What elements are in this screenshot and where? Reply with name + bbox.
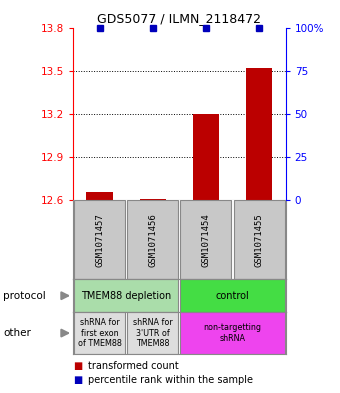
Bar bbox=[193, 114, 219, 200]
Bar bbox=[234, 200, 285, 279]
Text: transformed count: transformed count bbox=[88, 361, 179, 371]
Text: control: control bbox=[216, 291, 249, 301]
Text: ■: ■ bbox=[73, 361, 82, 371]
Text: non-targetting
shRNA: non-targetting shRNA bbox=[203, 323, 261, 343]
Text: GSM1071454: GSM1071454 bbox=[201, 213, 210, 266]
Text: TMEM88 depletion: TMEM88 depletion bbox=[81, 291, 171, 301]
Bar bbox=[127, 312, 178, 354]
Text: GSM1071456: GSM1071456 bbox=[148, 213, 157, 266]
Bar bbox=[74, 279, 178, 312]
Bar bbox=[181, 279, 285, 312]
Bar bbox=[127, 200, 178, 279]
Bar bbox=[246, 68, 272, 200]
Bar bbox=[181, 312, 285, 354]
Text: ■: ■ bbox=[73, 375, 82, 385]
Bar bbox=[86, 192, 113, 200]
Text: shRNA for
3'UTR of
TMEM88: shRNA for 3'UTR of TMEM88 bbox=[133, 318, 173, 348]
Text: GSM1071457: GSM1071457 bbox=[95, 213, 104, 266]
Text: GSM1071455: GSM1071455 bbox=[255, 213, 264, 266]
Bar bbox=[74, 312, 125, 354]
Text: shRNA for
first exon
of TMEM88: shRNA for first exon of TMEM88 bbox=[78, 318, 122, 348]
Bar bbox=[181, 200, 232, 279]
Title: GDS5077 / ILMN_2118472: GDS5077 / ILMN_2118472 bbox=[97, 12, 261, 25]
Bar bbox=[74, 200, 125, 279]
Bar bbox=[139, 199, 166, 200]
Text: other: other bbox=[3, 328, 31, 338]
Text: percentile rank within the sample: percentile rank within the sample bbox=[88, 375, 253, 385]
Text: protocol: protocol bbox=[3, 291, 46, 301]
